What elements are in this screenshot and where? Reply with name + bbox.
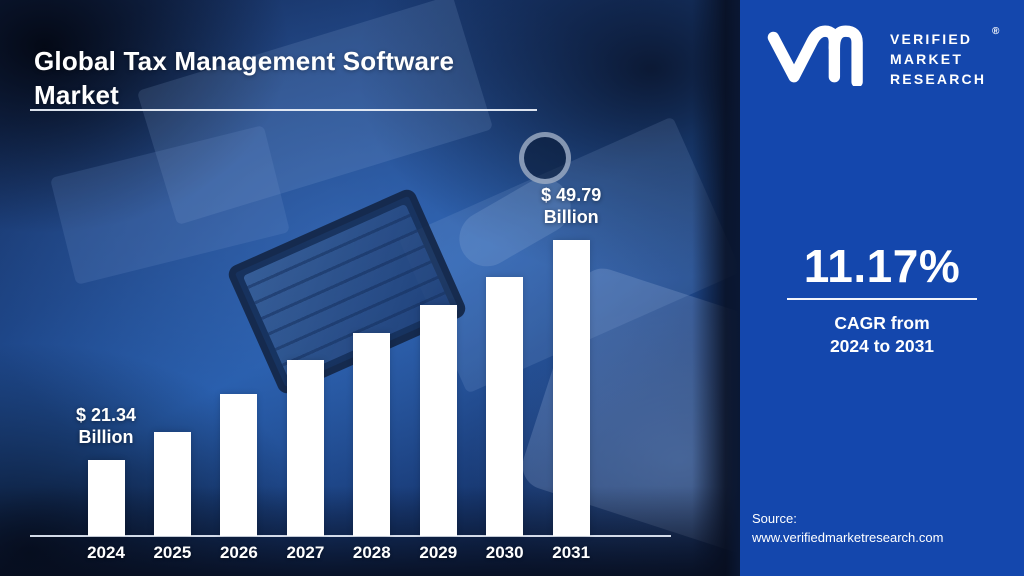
vm-logo-icon bbox=[767, 25, 863, 86]
bar-2027 bbox=[286, 359, 324, 536]
page-title: Global Tax Management Software Market bbox=[34, 46, 455, 111]
x-axis-line bbox=[30, 535, 671, 537]
chart-panel: Global Tax Management Software Market 20… bbox=[0, 0, 740, 576]
cagr-caption-line-2: 2024 to 2031 bbox=[829, 336, 935, 356]
x-tick-2031: 2031 bbox=[552, 543, 591, 562]
bar-2029 bbox=[419, 305, 457, 536]
brand-line-1: VERIFIED bbox=[890, 31, 973, 47]
brand-name: VERIFIED MARKET RESEARCH bbox=[890, 29, 986, 89]
cagr-block: 11.17% CAGR from 2024 to 2031 bbox=[740, 242, 1024, 358]
bar-2031 bbox=[552, 239, 590, 536]
x-tick-2030: 2030 bbox=[485, 543, 524, 562]
source-url[interactable]: www.verifiedmarketresearch.com bbox=[752, 530, 944, 545]
x-tick-2027: 2027 bbox=[286, 543, 325, 562]
brand-line-3: RESEARCH bbox=[890, 71, 987, 87]
bar-2026 bbox=[220, 393, 258, 536]
title-underline bbox=[30, 109, 537, 111]
panel-divider bbox=[692, 0, 740, 576]
bar-2030 bbox=[486, 276, 524, 536]
x-tick-2028: 2028 bbox=[352, 543, 391, 562]
registered-trademark-icon: ® bbox=[992, 26, 1000, 37]
brand-logo: VERIFIED MARKET RESEARCH ® bbox=[740, 0, 1024, 110]
x-tick-2026: 2026 bbox=[219, 543, 258, 562]
bar-2024 bbox=[87, 459, 125, 536]
bar-chart: 2024 2025 2026 2027 2028 2029 2030 2031 $ 21.34 B… bbox=[30, 184, 671, 562]
x-tick-2025: 2025 bbox=[153, 543, 192, 562]
brand-line-2: MARKET bbox=[890, 51, 964, 67]
bar-value-label-2031: $ 49.79 Billion bbox=[541, 184, 602, 227]
bar-2028 bbox=[353, 333, 391, 536]
x-tick-2024: 2024 bbox=[87, 543, 125, 562]
cagr-caption-line-1: CAGR from bbox=[834, 313, 930, 333]
cagr-value: 11.17% bbox=[803, 240, 961, 292]
bar-value-label-2024: $ 21.34 Billion bbox=[75, 404, 137, 447]
source-block: Source: www.verifiedmarketresearch.com bbox=[752, 509, 943, 547]
cagr-underline bbox=[787, 298, 977, 300]
source-label: Source: bbox=[752, 511, 797, 526]
x-tick-2029: 2029 bbox=[419, 543, 458, 562]
photo-watch-shape bbox=[519, 132, 571, 184]
side-panel: VERIFIED MARKET RESEARCH ® 11.17% CAGR f… bbox=[740, 0, 1024, 576]
bar-2025 bbox=[153, 432, 191, 536]
